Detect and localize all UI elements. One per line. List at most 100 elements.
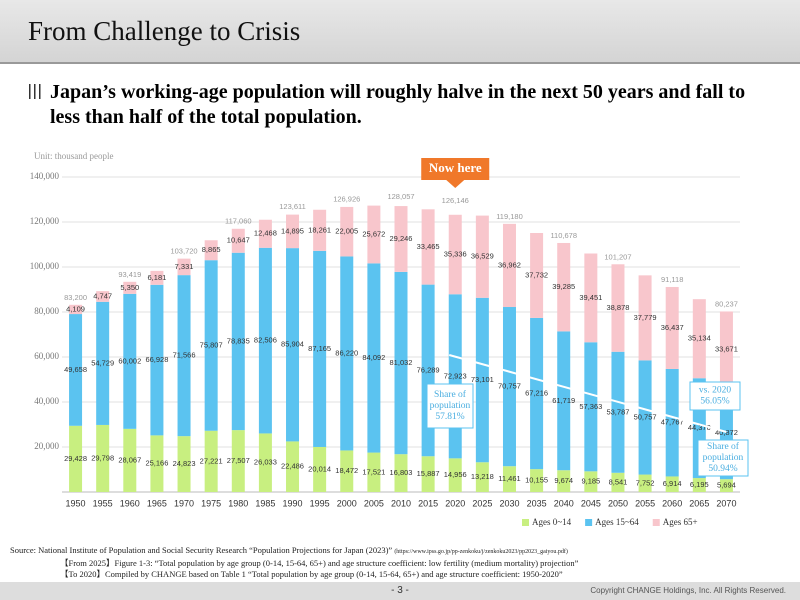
data-label: 27,507 (227, 456, 250, 465)
data-label: 11,461 (498, 474, 520, 483)
bar-segment (557, 470, 571, 492)
bar-segment (204, 240, 218, 261)
data-label: 26,033 (254, 458, 277, 467)
bar-segment (204, 430, 218, 492)
bar-segment (286, 248, 300, 442)
bar-segment (313, 250, 327, 447)
bar-segment (719, 479, 733, 492)
data-label: 82,506 (254, 336, 277, 345)
page-number: - 3 - (391, 585, 409, 596)
data-label: 36,962 (498, 260, 521, 269)
data-label: 4,109 (66, 304, 85, 313)
bar-segment (231, 228, 245, 253)
x-tick-label: 2030 (499, 498, 519, 508)
bar-segment (584, 253, 598, 343)
bar-segment (638, 474, 652, 492)
data-label: 60,002 (118, 356, 141, 365)
bar-segment (638, 275, 652, 361)
data-label: 29,246 (390, 234, 413, 243)
x-tick-label: 1995 (310, 498, 330, 508)
x-tick-label: 1955 (93, 498, 113, 508)
now-here: Now here (429, 160, 482, 175)
bar-segment (557, 242, 571, 332)
bar-segment (692, 478, 706, 492)
bar-segment (502, 466, 516, 492)
bar-segment (69, 314, 83, 426)
y-tick-label: 40,000 (34, 396, 59, 406)
bar-segment (313, 209, 327, 251)
data-label: 78,835 (227, 336, 250, 345)
x-tick-label: 2035 (527, 498, 547, 508)
data-label: 50,757 (634, 412, 657, 421)
data-label: 72,923 (444, 371, 467, 380)
y-tick-label: 140,000 (30, 171, 60, 181)
bar-segment (177, 436, 191, 492)
data-label: 70,757 (498, 382, 521, 391)
legend-label: Ages 65+ (663, 517, 698, 527)
x-tick-label: 2005 (364, 498, 384, 508)
total-label: 119,180 (496, 212, 523, 221)
legend: Ages 0~14 Ages 15~64 Ages 65+ (522, 517, 698, 527)
data-label: 36,437 (661, 323, 684, 332)
data-label: 13,218 (471, 472, 494, 481)
total-label: 93,419 (118, 270, 141, 279)
y-tick-label: 20,000 (34, 441, 59, 451)
title-bar (0, 0, 800, 64)
bar-segment (340, 206, 354, 257)
data-label: 33,465 (417, 242, 440, 251)
data-label: 6,195 (690, 480, 709, 489)
bar-segment (692, 299, 706, 379)
data-label: 33,671 (715, 344, 738, 353)
trend-arrow (448, 354, 727, 433)
unit-note: Unit: thousand people (34, 151, 114, 161)
x-tick-label: 1985 (255, 498, 275, 508)
total-label: 128,057 (387, 192, 414, 201)
x-tick-label: 2070 (716, 498, 736, 508)
data-label: 61,719 (552, 396, 575, 405)
bar-segment (204, 260, 218, 431)
bar-segment (69, 304, 83, 315)
data-label: 36,529 (471, 252, 494, 261)
x-tick-label: 2025 (472, 498, 492, 508)
data-label: 66,928 (145, 355, 168, 364)
data-label: 16,803 (390, 468, 413, 477)
data-label: 4,747 (93, 291, 112, 300)
bar-segment (313, 446, 327, 492)
bar-segment (367, 263, 381, 453)
data-label: 37,732 (525, 270, 548, 279)
x-tick-label: 1980 (228, 498, 248, 508)
data-label: 12,468 (254, 229, 277, 238)
bar-segment (502, 307, 516, 467)
data-label: 10,647 (227, 236, 250, 245)
bar-segment (96, 301, 110, 425)
data-label: 53,787 (606, 407, 629, 416)
bar-segment (69, 425, 83, 492)
data-label: 75,807 (200, 340, 223, 349)
annotation-line: 50.94% (708, 464, 737, 474)
annotation-line: 57.81% (435, 412, 464, 422)
data-label: 7,331 (175, 262, 194, 271)
bar-segment (231, 252, 245, 431)
y-tick-label: 100,000 (30, 261, 60, 271)
data-label: 25,166 (145, 459, 168, 468)
data-label: 81,032 (390, 358, 413, 367)
data-label: 73,101 (471, 375, 494, 384)
data-label: 5,350 (120, 283, 139, 292)
bar-segment (665, 476, 679, 492)
x-tick-label: 2010 (391, 498, 411, 508)
total-label: 126,926 (333, 194, 360, 203)
data-label: 7,752 (636, 478, 655, 487)
bar-segment (96, 291, 110, 302)
bar-segment (611, 351, 625, 473)
x-tick-label: 1975 (201, 498, 221, 508)
annotation-line: 56.05% (700, 397, 729, 407)
x-tick-label: 1990 (283, 498, 303, 508)
bar-segment (96, 424, 110, 492)
bullet-icon (29, 84, 41, 99)
total-label: 126,146 (442, 196, 469, 205)
annotation-text: Share of population 50.94% (703, 441, 744, 474)
source-line: 【From 2025】Figure 1-3: “Total population… (60, 558, 579, 568)
legend-swatch (522, 519, 529, 526)
data-label: 10,155 (525, 476, 548, 485)
annotation-text: Share of population 57.81% (430, 389, 471, 422)
